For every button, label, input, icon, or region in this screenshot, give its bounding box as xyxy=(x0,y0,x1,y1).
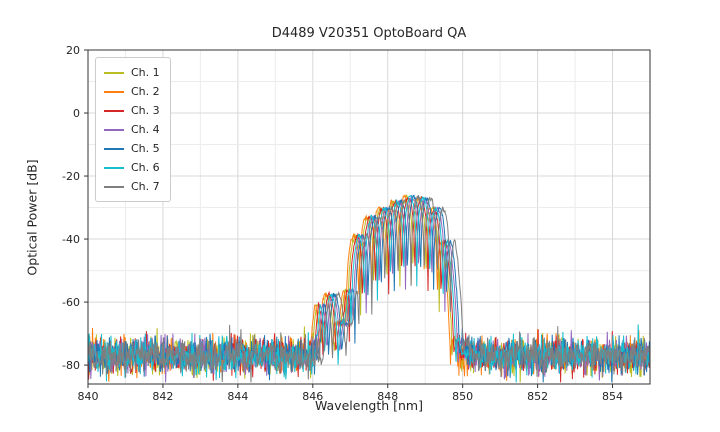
legend-label: Ch. 4 xyxy=(131,123,160,136)
y-tick-label: 20 xyxy=(66,44,80,57)
x-tick-label: 846 xyxy=(302,390,323,403)
x-tick-label: 844 xyxy=(227,390,248,403)
y-tick-label: -80 xyxy=(62,359,80,372)
x-tick-label: 842 xyxy=(152,390,173,403)
x-tick-label: 854 xyxy=(602,390,623,403)
legend-label: Ch. 7 xyxy=(131,180,160,193)
legend-entry: Ch. 4 xyxy=(104,120,160,139)
legend-entry: Ch. 1 xyxy=(104,63,160,82)
legend-entry: Ch. 2 xyxy=(104,82,160,101)
legend-swatch xyxy=(104,185,124,188)
series-line-ch-7 xyxy=(87,195,651,383)
legend: Ch. 1 Ch. 2 Ch. 3 Ch. 4 Ch. 5 Ch. 6 Ch. 7 xyxy=(95,57,171,202)
legend-entry: Ch. 3 xyxy=(104,101,160,120)
series-line-ch-6 xyxy=(87,194,651,383)
legend-label: Ch. 3 xyxy=(131,104,160,117)
legend-label: Ch. 2 xyxy=(131,85,160,98)
legend-label: Ch. 1 xyxy=(131,66,160,79)
legend-entry: Ch. 5 xyxy=(104,139,160,158)
legend-swatch xyxy=(104,90,124,93)
legend-swatch xyxy=(104,147,124,150)
chart-title: D4489 V20351 OptoBoard QA xyxy=(271,26,467,41)
legend-swatch xyxy=(104,71,124,74)
plot-frame xyxy=(87,49,651,385)
legend-label: Ch. 5 xyxy=(131,142,160,155)
x-axis-label: Wavelength [nm] xyxy=(315,398,423,413)
x-tick-label: 850 xyxy=(452,390,473,403)
x-tick-label: 852 xyxy=(527,390,548,403)
x-tick-label: 848 xyxy=(377,390,398,403)
y-tick-label: -20 xyxy=(62,170,80,183)
y-axis-label: Optical Power [dB] xyxy=(24,159,40,276)
legend-swatch xyxy=(104,166,124,169)
legend-entry: Ch. 7 xyxy=(104,177,160,196)
x-tick-label: 840 xyxy=(78,390,99,403)
legend-swatch xyxy=(104,128,124,131)
legend-swatch xyxy=(104,109,124,112)
y-tick-label: -60 xyxy=(62,296,80,309)
y-tick-label: -40 xyxy=(62,233,80,246)
y-tick-label: 0 xyxy=(73,107,80,120)
legend-entry: Ch. 6 xyxy=(104,158,160,177)
legend-label: Ch. 6 xyxy=(131,161,160,174)
